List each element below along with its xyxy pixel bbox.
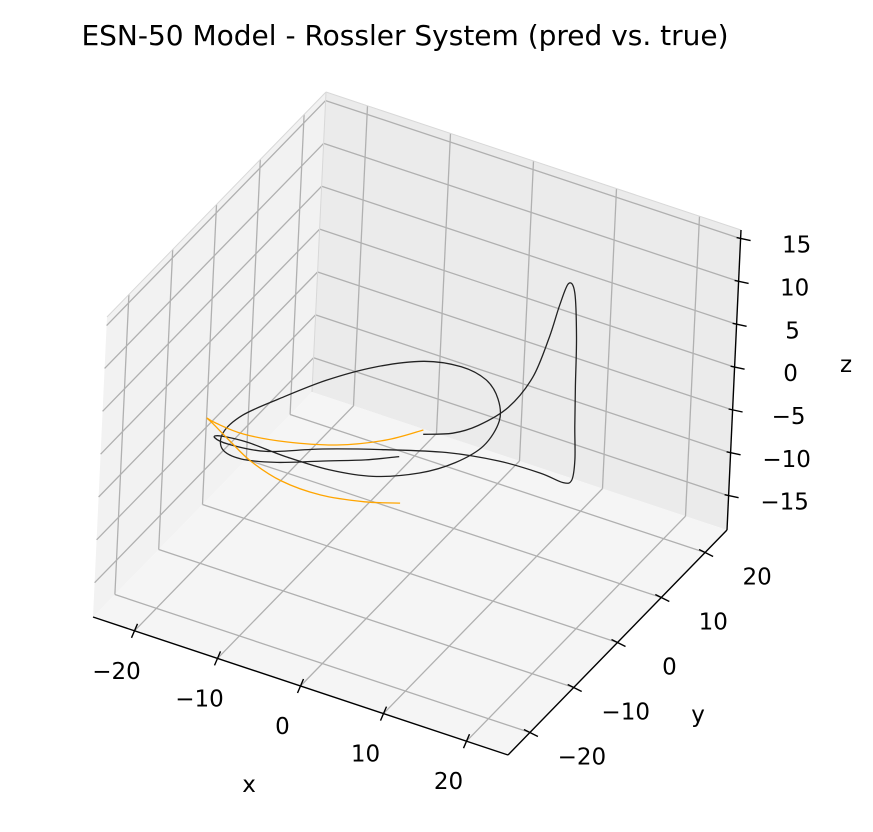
pane-edge-1 [325,91,742,231]
z-tick-mark-5 [726,451,741,456]
z-axis-label: z [840,352,852,378]
z-tick-mark-2 [732,322,747,327]
z-grid-left-1 [104,142,325,369]
x-tick-label-0: −20 [92,659,141,685]
grid-lines [94,91,742,742]
series-layer [206,282,578,504]
y-tick-label-0: −20 [558,745,607,771]
axis-lines [92,229,751,756]
x-grid-back-4 [684,216,701,517]
z-tick-mark-1 [734,279,749,285]
z-grid-left-2 [102,185,323,412]
z-tick-label-2: 5 [785,318,800,344]
y-grid-floor-2 [202,503,618,644]
x-tick-label-4: 20 [434,769,463,795]
z-tick-label-5: −10 [762,447,811,473]
x-tick-mark-3 [379,706,388,721]
z-tick-label-0: 15 [782,233,811,259]
y-axis-label: y [691,702,705,728]
z-tick-mark-4 [728,408,743,413]
x-tick-mark-1 [213,651,222,666]
z-grid-left-3 [100,228,321,455]
y-tick-mark-2 [611,638,626,648]
x-grid-back-1 [435,133,452,434]
y-grid-floor-1 [158,548,574,689]
z-tick-labels: 15 10 5 0 −5 −10 −15 [760,233,811,516]
y-tick-label-4: 20 [742,565,771,591]
y-grid-left-2 [201,204,218,505]
pane-edge-2 [311,91,327,393]
z-tick-label-3: 0 [783,361,798,387]
chart-title: ESN-50 Model - Rossler System (pred vs. … [81,19,728,52]
y-tick-mark-1 [567,683,583,693]
y-grid-left-0 [114,294,130,595]
x-tick-label-3: 10 [351,742,380,768]
z-tick-mark-3 [730,365,745,370]
z-tick-mark-6 [724,494,739,499]
z-grid-left-0 [106,100,327,327]
z-grid-back-2 [321,185,737,325]
y-tick-label-3: 10 [699,610,728,636]
z-grid-back-1 [323,142,739,283]
x-tick-mark-0 [130,623,139,639]
x-tick-mark-4 [462,733,471,749]
z-grid-left-4 [98,271,319,498]
z-grid-left-6 [94,357,315,584]
z-grid-back-0 [325,99,741,240]
y-tick-mark-0 [523,728,539,738]
x-grid-back-3 [601,188,618,489]
z-tick-label-1: 10 [780,275,809,301]
y-tick-mark-3 [654,593,670,603]
y-tick-labels: −20 −10 0 10 20 [558,565,772,771]
y-tick-mark-4 [698,548,714,558]
x-tick-labels: −20 −10 0 10 20 [92,659,463,795]
y-grid-floor-3 [246,458,662,599]
y-grid-left-1 [158,249,174,550]
z-grid-back-3 [319,228,735,368]
y-grid-left-3 [245,159,261,460]
series-pred-line [206,417,424,504]
x-tick-mark-2 [296,678,305,694]
y-tick-label-2: 0 [662,655,677,681]
x-tick-label-1: −10 [175,686,224,712]
x-grid-back-0 [352,105,369,406]
series-true-line [213,282,578,484]
y-grid-left-4 [289,114,305,415]
z-axis-line [726,229,742,531]
z-tick-mark-0 [736,236,751,242]
y-tick-label-1: −10 [601,700,650,726]
x-grid-back-2 [518,160,535,462]
z-grid-back-5 [315,314,731,454]
z-grid-left-5 [96,314,317,541]
x-tick-label-2: 0 [275,714,290,740]
z-grid-back-4 [317,271,733,411]
x-axis-label: x [242,772,256,798]
pane-edge-0 [106,91,327,318]
y-grid-floor-0 [114,593,531,734]
z-tick-label-4: −5 [772,404,806,430]
z-grid-back-6 [313,357,729,497]
z-tick-label-6: −15 [760,490,809,516]
y-grid-floor-4 [289,413,706,554]
